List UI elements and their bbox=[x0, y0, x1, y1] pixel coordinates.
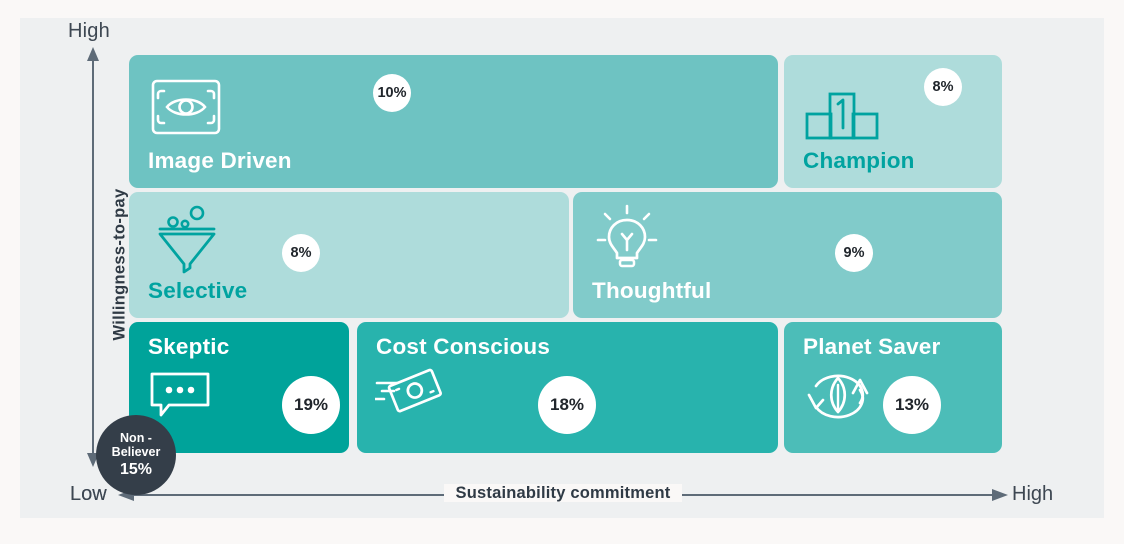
segment-percent-image-driven: 10% bbox=[373, 74, 411, 112]
y-axis-arrow-icon bbox=[87, 47, 99, 467]
segment-label-thoughtful: Thoughtful bbox=[592, 278, 712, 303]
x-axis-high-label: High bbox=[1012, 483, 1054, 505]
non-believer-line-2: Believer bbox=[111, 445, 161, 460]
segment-label-planet-saver: Planet Saver bbox=[803, 334, 941, 359]
leaf-recycle-icon bbox=[807, 374, 869, 419]
y-axis-title: Willingness-to-pay bbox=[110, 188, 129, 341]
y-axis-low-label: Low bbox=[70, 483, 107, 505]
funnel-icon bbox=[158, 205, 216, 274]
segment-label-image-driven: Image Driven bbox=[148, 148, 292, 173]
segment-tile-planet-saver[interactable]: Planet Saver 13% bbox=[784, 322, 1002, 453]
segment-percent-cost-conscious: 18% bbox=[538, 376, 596, 434]
x-axis-arrow-icon bbox=[118, 489, 1008, 501]
eye-scan-icon bbox=[151, 79, 221, 135]
segment-tile-cost-conscious[interactable]: Cost Conscious 18% bbox=[357, 322, 778, 453]
y-axis-high-label: High bbox=[68, 20, 110, 42]
segment-percent-planet-saver: 13% bbox=[883, 376, 941, 434]
lightbulb-icon bbox=[596, 204, 658, 268]
segment-percent-skeptic: 19% bbox=[282, 376, 340, 434]
speech-bubble-dots-icon bbox=[150, 372, 210, 417]
podium-icon bbox=[805, 92, 879, 140]
segment-percent-thoughtful: 9% bbox=[835, 234, 873, 272]
non-believer-callout[interactable]: Non - Believer 15% bbox=[96, 415, 176, 495]
segment-label-cost-conscious: Cost Conscious bbox=[376, 334, 551, 359]
x-axis-low-label: Low bbox=[70, 483, 107, 505]
segment-tile-thoughtful[interactable]: Thoughtful 9% bbox=[573, 192, 1002, 318]
non-believer-line-1: Non - bbox=[120, 430, 152, 445]
segment-label-selective: Selective bbox=[148, 278, 248, 303]
segment-label-skeptic: Skeptic bbox=[148, 334, 230, 359]
segment-tile-selective[interactable]: Selective 8% bbox=[129, 192, 569, 318]
segment-tile-champion[interactable]: Champion 8% bbox=[784, 55, 1002, 188]
flying-money-icon bbox=[375, 368, 442, 413]
segment-label-champion: Champion bbox=[803, 148, 915, 173]
non-believer-percent: 15% bbox=[119, 460, 153, 478]
segment-percent-selective: 8% bbox=[282, 234, 320, 272]
segment-tile-image-driven[interactable]: Image Driven 10% bbox=[129, 55, 778, 188]
segment-percent-champion: 8% bbox=[924, 68, 962, 106]
